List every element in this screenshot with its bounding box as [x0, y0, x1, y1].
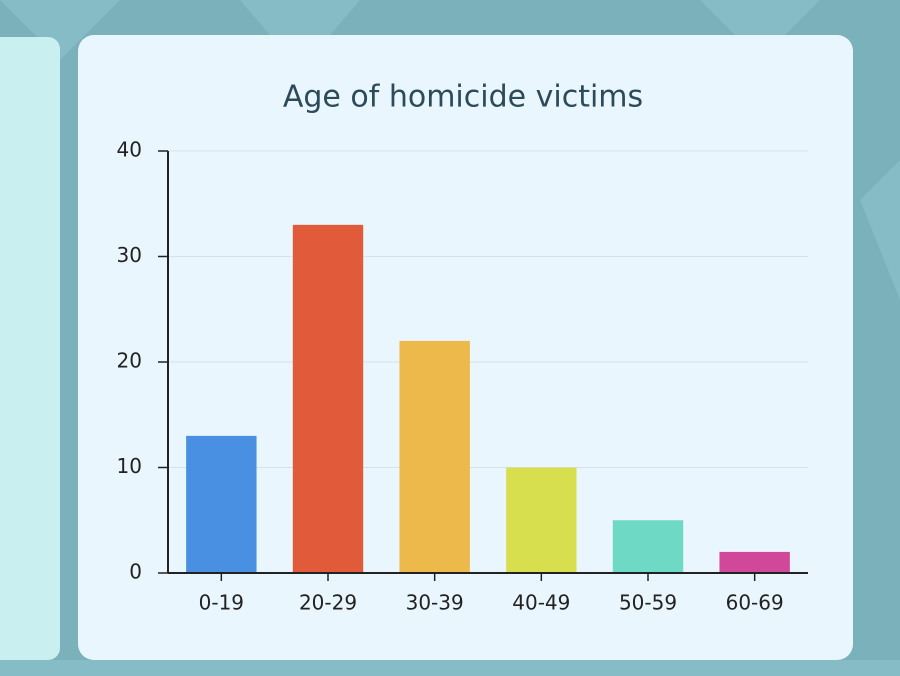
- y-tick-label: 10: [117, 454, 142, 478]
- bar: [399, 340, 470, 573]
- bar: [506, 467, 577, 573]
- x-tick-label: 20-29: [299, 591, 357, 615]
- side-panel: [0, 37, 60, 660]
- bar: [612, 520, 684, 573]
- chart-title: Age of homicide victims: [283, 80, 643, 115]
- x-tick-label: 40-49: [512, 591, 570, 615]
- y-tick-label: 20: [117, 349, 142, 373]
- x-tick-label: 60-69: [726, 591, 784, 615]
- x-tick-label: 0-19: [199, 591, 244, 615]
- y-tick-label: 30: [117, 243, 142, 267]
- y-tick-label: 0: [129, 560, 142, 584]
- x-tick-label: 50-59: [619, 591, 677, 615]
- x-tick-label: 30-39: [406, 591, 464, 615]
- bar: [186, 435, 257, 573]
- bar: [292, 224, 364, 573]
- y-tick-label: 40: [117, 138, 142, 162]
- bar: [719, 551, 790, 573]
